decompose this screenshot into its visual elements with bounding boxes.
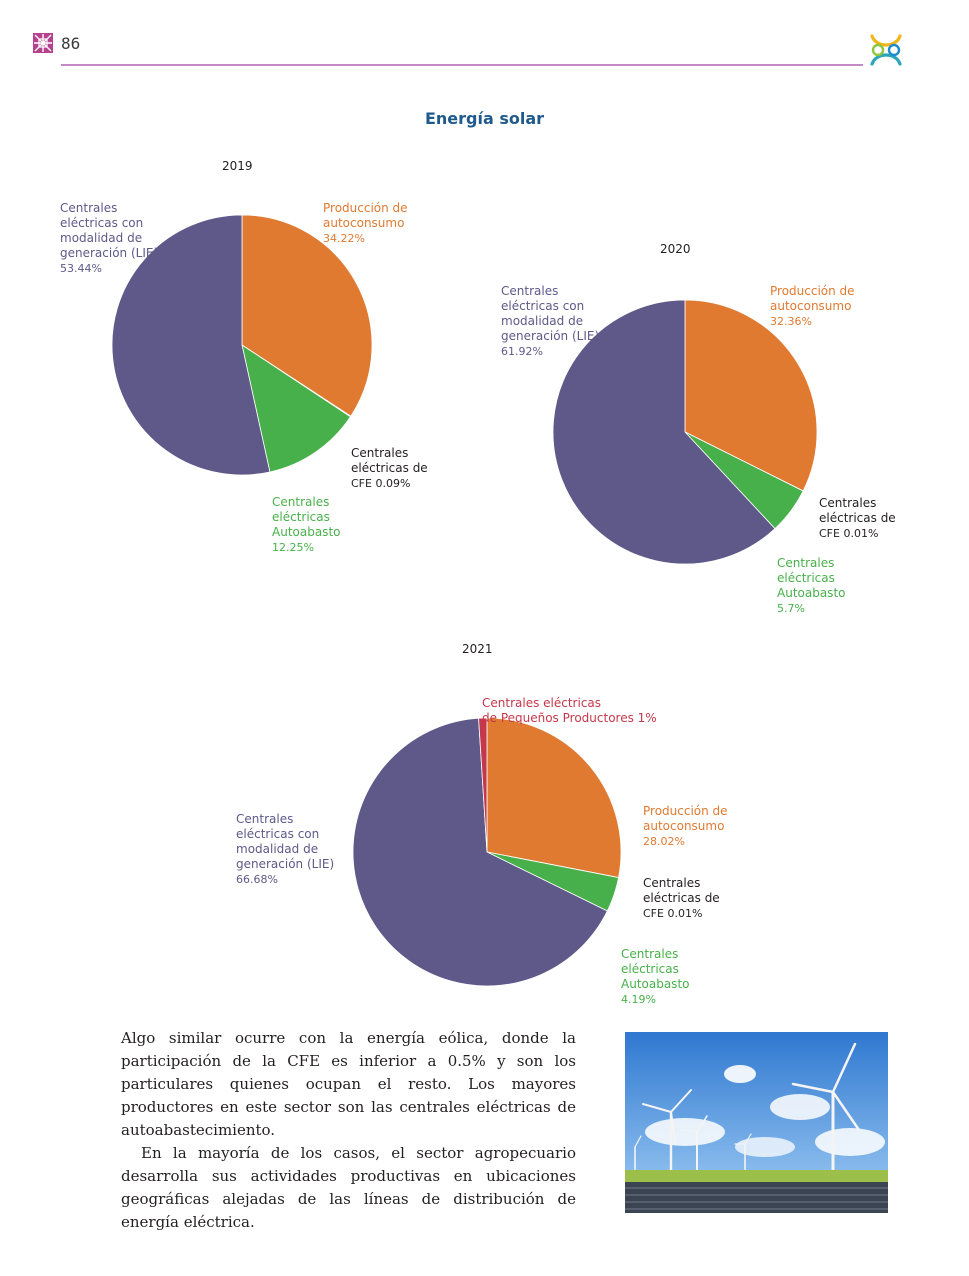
label-2020-generacion-pct: 61.92%: [501, 345, 543, 358]
label-2019-autoabasto-pct: 12.25%: [272, 541, 314, 554]
section-title: Energía solar: [424, 109, 545, 128]
label-2021-pequenos: Centrales eléctricas de Pequeños Product…: [482, 681, 657, 726]
chart-2020-title: 2020: [660, 242, 691, 256]
pie-slice-2021-4: [478, 717, 488, 853]
label-2020-autoabasto-pct: 5.7%: [777, 602, 805, 615]
pie-slice-2021-0: [486, 717, 622, 878]
pie-chart-2021: [352, 717, 622, 987]
label-2021-pequenos-text: Centrales eléctricas de Pequeños Product…: [482, 696, 657, 725]
label-2020-autoabasto-text: Centrales eléctricas Autoabasto: [777, 556, 846, 600]
book-badge-icon: [33, 33, 53, 53]
label-2019-autoconsumo: Producción de autoconsumo 34.22%: [323, 186, 408, 261]
pie-slice-2020-0: [684, 299, 818, 492]
label-2019-generacion-pct: 53.44%: [60, 262, 102, 275]
label-2020-cfe-text: Centrales eléctricas de: [819, 496, 896, 525]
pie-slice-2021-3: [352, 717, 608, 987]
pie-slice-2019-2: [241, 344, 351, 473]
pie-chart-2020: [552, 299, 818, 565]
label-2019-cfe-pct: CFE 0.09%: [351, 477, 411, 490]
label-2019-autoconsumo-pct: 34.22%: [323, 232, 365, 245]
label-2021-generacion-pct: 66.68%: [236, 873, 278, 886]
label-2020-cfe: Centrales eléctricas de CFE 0.01%: [819, 481, 896, 556]
body-text: Algo similar ocurre con la energía eólic…: [121, 1027, 576, 1234]
label-2019-autoabasto-text: Centrales eléctricas Autoabasto: [272, 495, 341, 539]
label-2021-autoabasto-text: Centrales eléctricas Autoabasto: [621, 947, 690, 991]
label-2020-cfe-pct: CFE 0.01%: [819, 527, 879, 540]
label-2021-generacion: Centrales eléctricas con modalidad de ge…: [236, 797, 334, 902]
label-2019-autoabasto: Centrales eléctricas Autoabasto 12.25%: [272, 480, 340, 570]
label-2019-generacion-text: Centrales eléctricas con modalidad de ge…: [60, 201, 159, 260]
label-2021-generacion-text: Centrales eléctricas con modalidad de ge…: [236, 812, 335, 871]
pie-chart-2019: [111, 214, 373, 476]
label-2021-cfe: Centrales eléctricas de CFE 0.01%: [643, 861, 720, 936]
label-2021-autoconsumo-pct: 28.02%: [643, 835, 685, 848]
label-2021-autoabasto-pct: 4.19%: [621, 993, 656, 1006]
label-2020-generacion-text: Centrales eléctricas con modalidad de ge…: [501, 284, 600, 343]
pie-slice-2020-3: [552, 299, 776, 565]
page-number: 86: [61, 34, 81, 53]
body-paragraph-1: Algo similar ocurre con la energía eólic…: [121, 1029, 576, 1139]
label-2020-autoconsumo-text: Producción de autoconsumo: [770, 284, 855, 313]
wind-turbines-photo: [625, 1032, 888, 1213]
label-2019-cfe: Centrales eléctricas de CFE 0.09%: [351, 431, 428, 506]
publisher-logo-icon: [870, 34, 902, 66]
label-2020-autoconsumo: Producción de autoconsumo 32.36%: [770, 269, 855, 344]
label-2021-autoconsumo-text: Producción de autoconsumo: [643, 804, 728, 833]
chart-2021-title: 2021: [462, 642, 493, 656]
label-2020-autoconsumo-pct: 32.36%: [770, 315, 812, 328]
label-2021-autoconsumo: Producción de autoconsumo 28.02%: [643, 789, 728, 864]
chart-2019-title: 2019: [222, 159, 253, 173]
label-2021-cfe-text: Centrales eléctricas de: [643, 876, 720, 905]
label-2021-autoabasto: Centrales eléctricas Autoabasto 4.19%: [621, 932, 689, 1022]
label-2019-autoconsumo-text: Producción de autoconsumo: [323, 201, 408, 230]
label-2021-cfe-pct: CFE 0.01%: [643, 907, 703, 920]
pie-slice-2019-3: [111, 214, 271, 476]
label-2019-cfe-text: Centrales eléctricas de: [351, 446, 428, 475]
label-2020-generacion: Centrales eléctricas con modalidad de ge…: [501, 269, 599, 374]
label-2020-autoabasto: Centrales eléctricas Autoabasto 5.7%: [777, 541, 845, 631]
header-rule: [61, 64, 863, 66]
body-paragraph-2: En la mayoría de los casos, el sector ag…: [121, 1144, 576, 1231]
label-2019-generacion: Centrales eléctricas con modalidad de ge…: [60, 186, 158, 291]
